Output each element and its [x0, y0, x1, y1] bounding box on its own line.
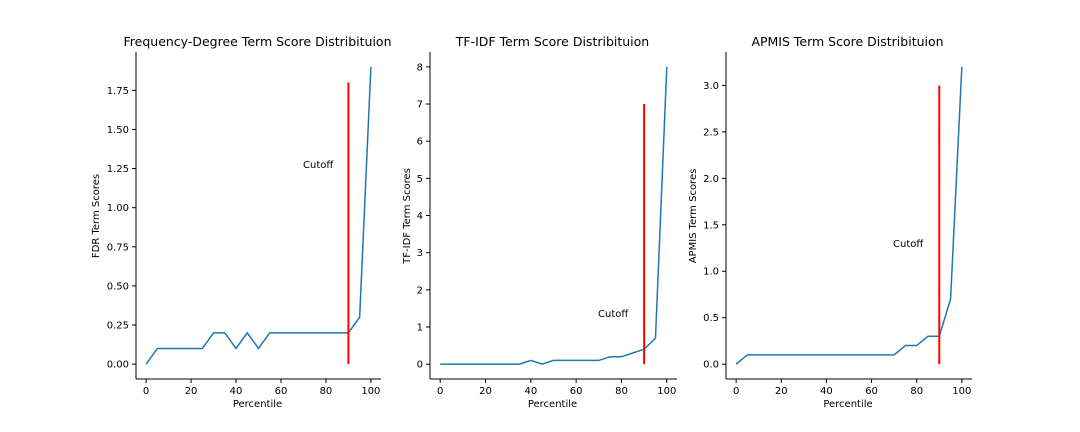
y-tick-label: 0.5 [703, 313, 719, 324]
score-series-line [735, 66, 963, 365]
y-tick-label: 5 [417, 174, 423, 185]
y-tick-label: 0.0 [703, 360, 719, 371]
fdr-chart-panel: Frequency-Degree Term Score Distribituio… [91, 34, 392, 410]
y-tick-label: 0.75 [107, 242, 129, 253]
y-tick-label: 1.0 [703, 267, 719, 278]
y-tick-label: 1.5 [703, 220, 719, 231]
x-tick-label: 60 [865, 386, 878, 397]
y-axis-label: TF-IDF Term Scores [402, 168, 413, 265]
y-tick-label: 1.25 [107, 164, 129, 175]
y-tick-label: 2.0 [703, 174, 719, 185]
y-axis-label: FDR Term Scores [91, 174, 102, 258]
x-tick-label: 0 [143, 386, 149, 397]
y-tick-label: 1.50 [107, 125, 129, 136]
y-tick-label: 4 [417, 211, 423, 222]
y-tick-label: 0 [417, 360, 423, 371]
x-tick-label: 60 [275, 386, 288, 397]
x-tick-label: 100 [657, 386, 676, 397]
x-tick-label: 80 [320, 386, 333, 397]
x-tick-label: 20 [775, 386, 788, 397]
x-tick-label: 40 [230, 386, 243, 397]
x-axis-label: Percentile [528, 399, 577, 410]
x-tick-label: 0 [437, 386, 443, 397]
y-tick-label: 3 [417, 248, 423, 259]
apmis-chart-panel: APMIS Term Score Distribituion Percentil… [688, 34, 972, 410]
chart-title: Frequency-Degree Term Score Distribituio… [124, 34, 392, 49]
plot-area: 0 20 40 60 80 100 0.0 0.5 1.0 1.5 2.0 2.5 3.0 [703, 52, 972, 397]
y-tick-label: 1 [417, 322, 423, 333]
x-tick-label: 40 [820, 386, 833, 397]
x-tick-label: 60 [570, 386, 583, 397]
x-axis-label: Percentile [233, 399, 282, 410]
plot-area: 0 20 40 60 80 100 0.00 0.25 0.50 0.75 1.00 1.25 1.50… [107, 52, 381, 397]
x-axis-label: Percentile [823, 399, 872, 410]
y-tick-label: 2.5 [703, 127, 719, 138]
y-tick-label: 0.50 [107, 281, 129, 292]
y-tick-label: 8 [417, 62, 423, 73]
y-tick-label: 3.0 [703, 81, 719, 92]
score-series-line [145, 66, 372, 365]
y-tick-label: 0.00 [107, 360, 129, 371]
x-tick-label: 80 [910, 386, 923, 397]
chart-title: APMIS Term Score Distribituion [751, 34, 943, 49]
score-series-line [440, 66, 668, 365]
y-tick-label: 2 [417, 285, 423, 296]
x-tick-label: 0 [733, 386, 739, 397]
chart-title: TF-IDF Term Score Distribituion [455, 34, 649, 49]
cutoff-annotation: Cutoff [893, 239, 924, 250]
tfidf-chart-panel: TF-IDF Term Score Distribituion Percenti… [402, 34, 677, 410]
x-tick-label: 100 [952, 386, 971, 397]
x-tick-label: 20 [185, 386, 198, 397]
plot-area: 0 20 40 60 80 100 0 1 2 3 4 5 6 7 8 [417, 52, 677, 397]
x-tick-label: 100 [361, 386, 380, 397]
y-tick-label: 1.00 [107, 203, 129, 214]
x-tick-label: 20 [479, 386, 492, 397]
y-tick-label: 7 [417, 100, 423, 111]
x-tick-label: 80 [615, 386, 628, 397]
cutoff-annotation: Cutoff [598, 309, 629, 320]
y-axis-label: APMIS Term Scores [688, 169, 699, 264]
y-tick-label: 6 [417, 137, 423, 148]
x-tick-label: 40 [524, 386, 537, 397]
y-tick-label: 0.25 [107, 321, 129, 332]
cutoff-annotation: Cutoff [303, 160, 334, 171]
y-tick-label: 1.75 [107, 86, 129, 97]
